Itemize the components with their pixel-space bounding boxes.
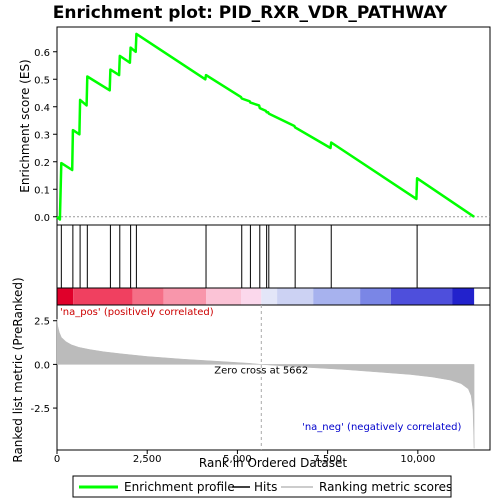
color-bar-segment-7: [277, 288, 314, 305]
chart-title: Enrichment plot: PID_RXR_VDR_PATHWAY: [53, 3, 448, 23]
negative-correlation-label: 'na_neg' (negatively correlated): [302, 422, 461, 433]
es-y-tick-label-5: 0.5: [34, 75, 50, 86]
legend-frame: [72, 475, 452, 498]
rank-metric-y-tick-label-1: 0.0: [34, 360, 50, 371]
legend-hits-label: Hits: [254, 480, 277, 494]
x-tick-label-1: 2,500: [133, 454, 162, 465]
rank-color-bar: [57, 288, 475, 305]
color-bar-segment-11: [452, 288, 475, 305]
es-y-ticks: 0.0 0.1 0.2 0.3 0.4 0.5 0.6: [34, 48, 57, 224]
x-tick-label-2: 5,000: [223, 454, 252, 465]
legend-enrichment-label: Enrichment profile: [124, 480, 235, 494]
color-bar-segment-0: [57, 288, 74, 305]
es-y-tick-label-1: 0.1: [34, 185, 50, 196]
color-bar-segment-6: [261, 288, 278, 305]
hits-panel: [56, 224, 491, 306]
rank-metric-y-axis-label: Ranked list metric (PreRanked): [11, 277, 25, 462]
color-bar-segment-1: [73, 288, 133, 305]
es-y-tick-label-4: 0.4: [34, 103, 50, 114]
color-bar-segment-4: [206, 288, 242, 305]
rank-metric-frame: [56, 304, 491, 451]
color-bar-segment-10: [390, 288, 453, 305]
es-y-tick-label-6: 0.6: [34, 48, 50, 59]
es-panel: 0.0 0.1 0.2 0.3 0.4 0.5 0.6 Enrichment score (…: [18, 26, 491, 226]
rank-metric-y-ticks: 2.5 0.0 -2.5: [30, 317, 57, 415]
es-y-tick-label-3: 0.3: [34, 130, 50, 141]
hit-markers: [60, 225, 418, 288]
rank-metric-fill: [56, 318, 475, 449]
zero-cross-label: Zero cross at 5662: [214, 365, 308, 376]
legend-ranking-label: Ranking metric scores: [319, 480, 452, 494]
es-y-tick-label-2: 0.2: [34, 158, 50, 169]
color-bar-segment-8: [313, 288, 361, 305]
color-bar-segment-2: [132, 288, 164, 305]
legend: Enrichment profile Hits Ranking metric s…: [72, 475, 452, 498]
rank-metric-panel: 2.5 0.0 -2.5 'na_pos' (positively correlat…: [11, 277, 491, 463]
color-bar-segment-3: [163, 288, 207, 305]
es-profile-line: [56, 32, 475, 221]
hits-frame: [56, 224, 491, 289]
x-tick-label-3: 7,500: [313, 454, 342, 465]
es-profile-polyline: [56, 32, 475, 221]
x-tick-label-4: 10,000: [400, 454, 435, 465]
color-bar-segment-9: [360, 288, 391, 305]
es-y-axis-label: Enrichment score (ES): [18, 59, 32, 192]
x-axis-label: Rank in Ordered Dataset: [199, 456, 347, 470]
es-y-tick-label-0: 0.0: [34, 213, 50, 224]
rank-metric-y-tick-label-2: -2.5: [30, 404, 50, 415]
color-bar-segment-5: [241, 288, 262, 305]
rank-metric-area: [56, 318, 475, 449]
positive-correlation-label: 'na_pos' (positively correlated): [60, 307, 214, 318]
x-tick-label-0: 0: [54, 454, 60, 465]
x-axis-ticks: 0 2,500 5,000 7,500 10,000: [54, 450, 435, 465]
rank-metric-y-tick-label-0: 2.5: [34, 317, 50, 328]
